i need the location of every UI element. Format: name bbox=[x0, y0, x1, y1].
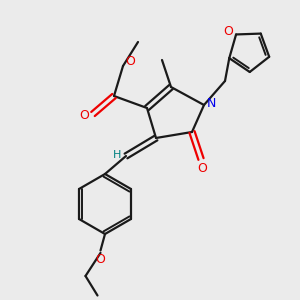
Text: O: O bbox=[224, 25, 233, 38]
Text: O: O bbox=[126, 55, 135, 68]
Text: O: O bbox=[96, 253, 105, 266]
Text: N: N bbox=[207, 97, 216, 110]
Text: O: O bbox=[198, 161, 207, 175]
Text: O: O bbox=[80, 109, 89, 122]
Text: H: H bbox=[113, 149, 121, 160]
